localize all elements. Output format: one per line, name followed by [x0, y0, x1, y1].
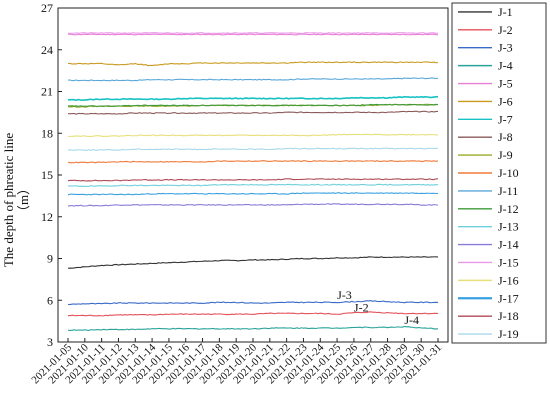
series-line-j-6 [67, 61, 439, 67]
series-line-j-12 [67, 103, 439, 108]
legend-label: J-19 [498, 327, 519, 341]
plot-frame [57, 7, 449, 343]
legend-label: J-18 [498, 309, 519, 323]
legend-label: J-12 [498, 202, 519, 216]
series-line-j-11 [67, 77, 439, 82]
legend-label: J-14 [498, 238, 519, 252]
y-tick-label: 21 [41, 85, 53, 99]
legend-label: J-7 [498, 112, 513, 126]
legend-label: J-2 [498, 23, 513, 37]
legend-label: J-9 [498, 148, 513, 162]
series-line-j-18 [67, 178, 439, 182]
series-line-j-10 [67, 160, 439, 164]
series-line-j-14 [67, 203, 439, 207]
legend-label: J-3 [498, 41, 513, 55]
annotation-j-2: J-2 [354, 300, 369, 314]
legend-label: J-11 [498, 184, 518, 198]
legend-label: J-15 [498, 255, 519, 269]
series-line-j-4 [67, 325, 439, 332]
legend: J-1 J-2 J-3 J-4 J-5 J-6 J-7 J-8 J-9 J-10 J-11 J-12 J… [451, 2, 547, 344]
y-axis-unit: （m） [16, 182, 31, 218]
y-tick-label: 6 [47, 293, 53, 307]
annotation-j-4: J-4 [404, 313, 419, 327]
plot-area: 3691215182124272021-01-052021-01-102021-… [29, 1, 449, 386]
series-line-j-5 [67, 33, 439, 36]
series-line-j-3 [67, 300, 439, 306]
y-axis-label: The depth of phreatic line [1, 133, 16, 268]
series-line-j-13 [67, 183, 439, 187]
legend-label: J-5 [498, 77, 513, 91]
legend-label: J-16 [498, 273, 519, 287]
series-line-j-16 [67, 133, 439, 138]
series-line-j-8 [67, 110, 439, 115]
legend-label: J-4 [498, 59, 513, 73]
legend-label: J-6 [498, 94, 513, 108]
legend-label: J-8 [498, 130, 513, 144]
series-line-j-19 [67, 147, 439, 151]
legend-label: J-13 [498, 220, 519, 234]
y-axis-unit-group: （m） [16, 182, 31, 218]
y-tick-label: 9 [47, 252, 53, 266]
series-line-j-1 [67, 256, 439, 269]
series-line-j-15 [67, 32, 439, 35]
y-tick-label: 3 [47, 335, 53, 349]
y-tick-label: 12 [41, 210, 53, 224]
legend-label: J-10 [498, 166, 519, 180]
series-line-j-7 [67, 95, 439, 102]
y-tick-label: 15 [41, 168, 53, 182]
y-axis-title: The depth of phreatic line [1, 133, 16, 268]
series-line-j-17 [67, 192, 439, 196]
annotation-j-3: J-3 [337, 288, 352, 302]
legend-label: J-1 [498, 5, 513, 19]
legend-label: J-17 [498, 291, 519, 305]
y-tick-label: 18 [41, 126, 53, 140]
series-line-j-9 [67, 103, 439, 108]
y-tick-label: 27 [41, 1, 53, 15]
series-line-j-2 [67, 311, 439, 317]
y-tick-label: 24 [41, 43, 53, 57]
